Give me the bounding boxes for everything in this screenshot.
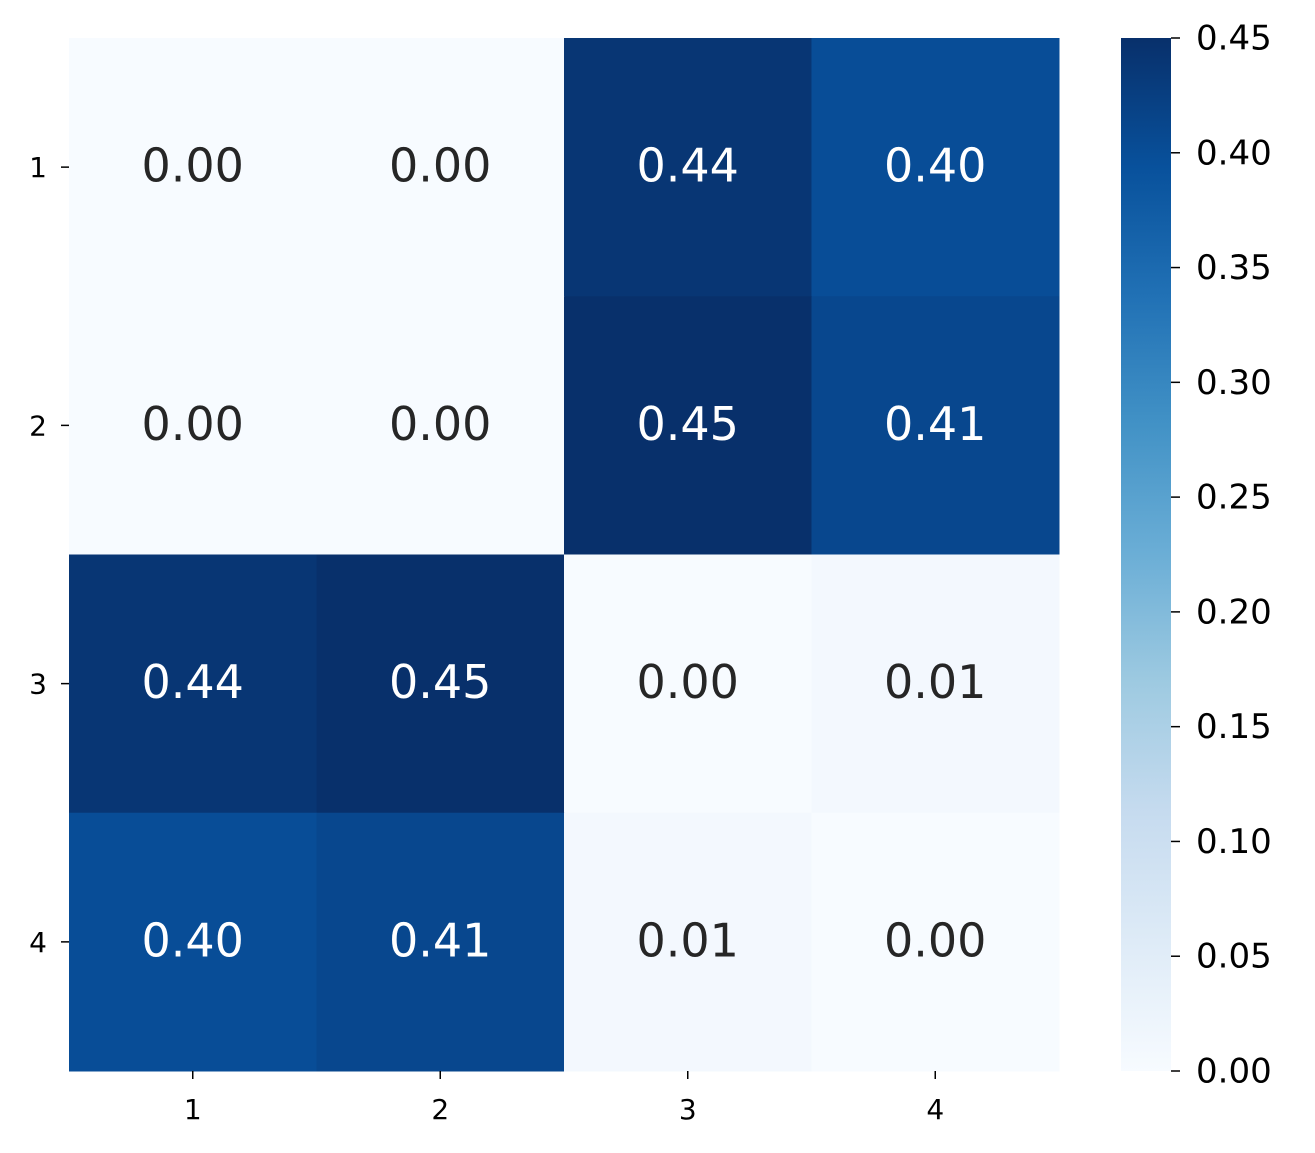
heatmap-cell <box>316 812 565 1072</box>
heatmap-cell <box>811 812 1060 1072</box>
x-tick-label: 3 <box>679 1093 697 1126</box>
cell-label: 0.45 <box>389 655 491 709</box>
x-tick-label: 2 <box>431 1093 449 1126</box>
heatmap-cell <box>811 38 1060 297</box>
y-tick-label: 4 <box>29 926 47 959</box>
cell-label: 0.44 <box>142 655 244 709</box>
colorbar-tick-label: 0.40 <box>1196 133 1272 173</box>
heatmap-cell <box>811 554 1060 814</box>
colorbar-tick-label: 0.20 <box>1196 592 1272 632</box>
cell-label: 0.00 <box>142 139 244 193</box>
cell-label: 0.41 <box>389 913 491 967</box>
cell-label: 0.01 <box>884 655 986 709</box>
cell-label: 0.00 <box>389 397 491 451</box>
cell-label: 0.40 <box>142 913 244 967</box>
y-tick-label: 2 <box>29 409 47 442</box>
colorbar-tick-label: 0.25 <box>1196 478 1272 518</box>
cell-label: 0.41 <box>884 397 986 451</box>
cell-label: 0.44 <box>637 139 739 193</box>
cell-label: 0.40 <box>884 139 986 193</box>
heatmap-cell <box>564 296 812 555</box>
colorbar-tick-label: 0.00 <box>1196 1052 1272 1092</box>
heatmap-cell <box>564 38 812 297</box>
cell-label: 0.00 <box>142 397 244 451</box>
heatmap-cell <box>811 296 1060 555</box>
colorbar-tick-label: 0.05 <box>1196 937 1272 977</box>
y-tick-label: 3 <box>29 668 47 701</box>
x-tick-label: 4 <box>926 1093 944 1126</box>
heatmap-cell <box>564 554 812 814</box>
heatmap-cell <box>564 812 812 1072</box>
colorbar <box>1121 38 1171 1071</box>
colorbar-tick-label: 0.15 <box>1196 707 1272 747</box>
heatmap-cell <box>69 812 317 1072</box>
x-tick-label: 1 <box>184 1093 202 1126</box>
heatmap-cell <box>316 554 565 814</box>
heatmap-cell <box>69 296 317 555</box>
colorbar-tick-label: 0.10 <box>1196 822 1272 862</box>
colorbar-tick-label: 0.35 <box>1196 248 1272 288</box>
cell-label: 0.45 <box>637 397 739 451</box>
cell-label: 0.00 <box>884 913 986 967</box>
heatmap-cell <box>316 296 565 555</box>
y-tick-label: 1 <box>29 151 47 184</box>
cell-label: 0.00 <box>637 655 739 709</box>
heatmap-cell <box>316 38 565 297</box>
colorbar-tick-label: 0.30 <box>1196 363 1272 403</box>
colorbar-tick-label: 0.45 <box>1196 19 1272 59</box>
cell-label: 0.00 <box>389 139 491 193</box>
cell-label: 0.01 <box>637 913 739 967</box>
heatmap-cell <box>69 38 317 297</box>
heatmap-cell <box>69 554 317 814</box>
